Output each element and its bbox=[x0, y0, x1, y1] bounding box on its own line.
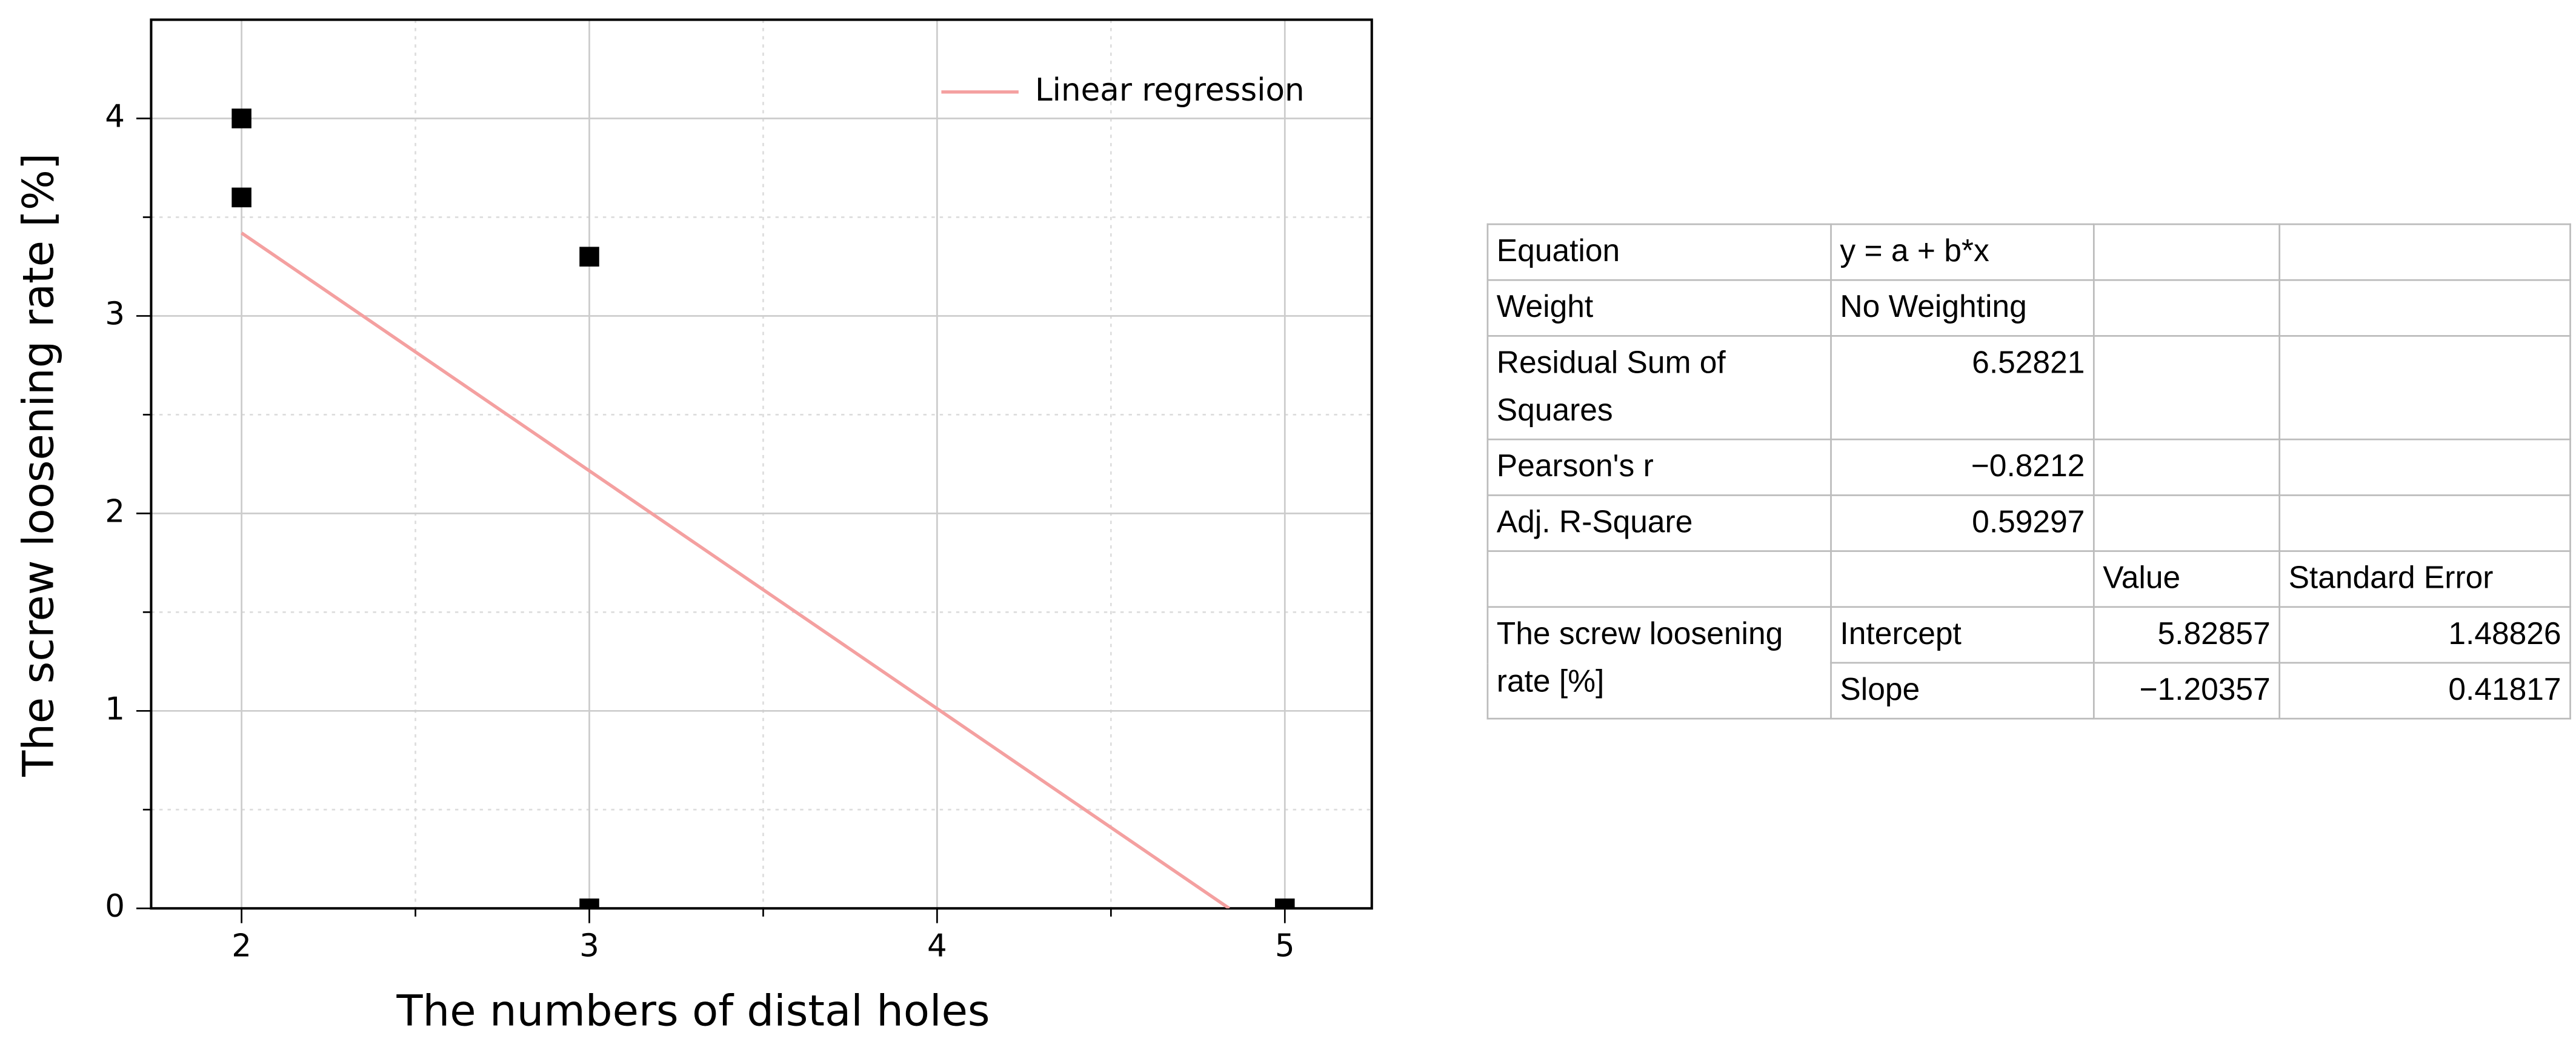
table-cell bbox=[2092, 279, 2281, 337]
table-row: Adj. R-Square 0.59297 bbox=[1486, 494, 2571, 552]
table-cell: Weight bbox=[1486, 279, 1832, 337]
table-cell bbox=[2278, 438, 2571, 496]
y-axis-label: The screw loosening rate [%] bbox=[13, 153, 63, 777]
x-tick-label: 5 bbox=[1275, 928, 1295, 964]
regression-line bbox=[241, 231, 1231, 909]
table-cell bbox=[2278, 494, 2571, 552]
table-cell bbox=[2092, 438, 2281, 496]
scatter-point bbox=[1275, 898, 1295, 909]
x-tick-label: 4 bbox=[927, 928, 947, 964]
y-tick-label: 4 bbox=[105, 99, 125, 135]
table-row: Equation y = a + b*x bbox=[1486, 223, 2571, 281]
table-cell: Equation bbox=[1486, 223, 1832, 281]
plot-area bbox=[231, 108, 1295, 909]
table-row: Slope −1.20357 0.41817 bbox=[1488, 662, 2571, 720]
table-cell: Intercept bbox=[1830, 606, 2095, 664]
y-tick-label: 1 bbox=[105, 691, 125, 727]
legend-label: Linear regression bbox=[1035, 72, 1305, 108]
plot-frame bbox=[150, 18, 1373, 910]
table-cell bbox=[2092, 223, 2281, 281]
x-axis-label: The numbers of distal holes bbox=[396, 986, 990, 1035]
y-tick-label: 2 bbox=[105, 493, 125, 530]
table-cell: 6.52821 bbox=[1830, 335, 2095, 440]
scatter-point bbox=[579, 898, 599, 909]
table-cell: No Weighting bbox=[1830, 279, 2095, 337]
table-row: Pearson's r −0.8212 bbox=[1486, 438, 2571, 496]
table-cell bbox=[2092, 335, 2281, 440]
scatter-point bbox=[231, 108, 251, 128]
table-cell bbox=[1830, 550, 2095, 608]
table-cell: −1.20357 bbox=[2092, 662, 2281, 720]
table-cell: −0.8212 bbox=[1830, 438, 2095, 496]
scatter-point bbox=[579, 247, 599, 267]
y-tick-label: 0 bbox=[105, 888, 125, 925]
table-cell: Residual Sum of Squares bbox=[1486, 335, 1832, 440]
table-cell: 5.82857 bbox=[2092, 606, 2281, 664]
table-row: The screw loosening rate [%] Intercept 5.8… bbox=[1486, 606, 2571, 720]
y-tick-label: 3 bbox=[105, 296, 125, 332]
table-cell: Adj. R-Square bbox=[1486, 494, 1832, 552]
table-row: Weight No Weighting bbox=[1486, 279, 2571, 337]
table-cell: 0.59297 bbox=[1830, 494, 2095, 552]
table-cell: Value bbox=[2092, 550, 2281, 608]
table-cell: Slope bbox=[1830, 662, 2095, 720]
table-cell bbox=[2278, 335, 2571, 440]
x-tick-label: 2 bbox=[231, 928, 251, 964]
table-row: Residual Sum of Squares 6.52821 bbox=[1486, 335, 2571, 440]
table-cell: The screw loosening rate [%] bbox=[1486, 606, 1832, 720]
table-cell: Pearson's r bbox=[1486, 438, 1832, 496]
fit-table: Equation y = a + b*x Weight No Weighting Res… bbox=[1486, 223, 2571, 720]
table-cell bbox=[1486, 550, 1832, 608]
table-cell bbox=[2278, 279, 2571, 337]
table-cell bbox=[2278, 223, 2571, 281]
table-cell: Standard Error bbox=[2278, 550, 2571, 608]
table-cell: y = a + b*x bbox=[1830, 223, 2095, 281]
x-tick-label: 3 bbox=[579, 928, 599, 964]
table-row: Value Standard Error bbox=[1486, 550, 2571, 608]
table-cell bbox=[2092, 494, 2281, 552]
table-cell: 0.41817 bbox=[2278, 662, 2571, 720]
table-cell: 1.48826 bbox=[2278, 606, 2571, 664]
scatter-point bbox=[231, 187, 251, 208]
